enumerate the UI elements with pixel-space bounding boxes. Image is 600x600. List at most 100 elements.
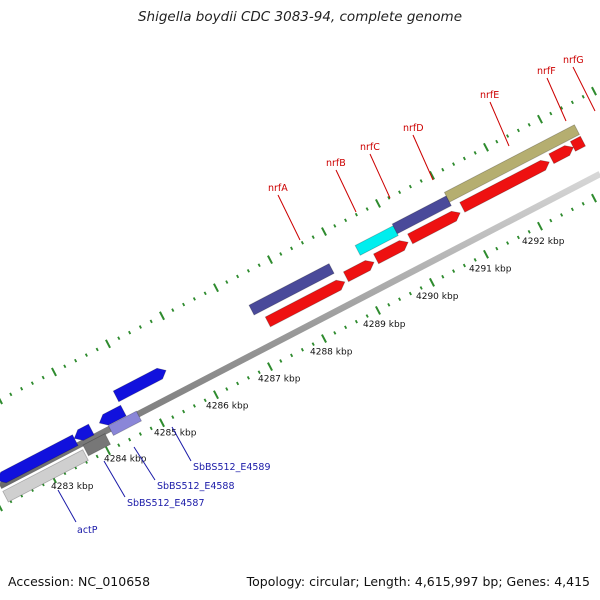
major-tick bbox=[483, 249, 489, 259]
nrfD-cds bbox=[407, 210, 461, 245]
blue-cds-small bbox=[73, 423, 95, 441]
minor-tick bbox=[344, 218, 348, 223]
major-tick bbox=[429, 170, 435, 180]
minor-tick bbox=[246, 268, 250, 273]
major-tick bbox=[591, 86, 597, 96]
features-layer bbox=[0, 124, 600, 503]
major-tick bbox=[321, 227, 327, 236]
minor-tick bbox=[279, 252, 283, 256]
minor-tick bbox=[63, 364, 67, 369]
minor-tick bbox=[290, 246, 294, 251]
major-tick bbox=[375, 305, 381, 315]
major-tick bbox=[0, 397, 3, 405]
minor-tick bbox=[506, 134, 510, 138]
leader-line bbox=[489, 101, 510, 147]
minor-tick bbox=[171, 415, 175, 419]
minor-tick bbox=[506, 241, 510, 245]
navy-cds-2 bbox=[391, 195, 452, 235]
major-tick bbox=[267, 255, 273, 265]
minor-tick bbox=[311, 342, 315, 346]
minor-tick bbox=[408, 291, 412, 296]
minor-tick bbox=[138, 325, 142, 329]
major-tick bbox=[483, 142, 489, 152]
minor-tick bbox=[192, 297, 196, 301]
minor-tick bbox=[473, 151, 477, 155]
minor-tick bbox=[354, 319, 358, 324]
cyan-cds bbox=[354, 225, 399, 256]
scale-label: 4289 kbp bbox=[363, 320, 406, 330]
major-tick bbox=[0, 504, 3, 512]
olive-cds bbox=[443, 124, 581, 203]
minor-tick bbox=[581, 201, 585, 206]
minor-tick bbox=[365, 207, 369, 211]
minor-tick bbox=[452, 269, 456, 273]
minor-tick bbox=[419, 286, 423, 290]
major-tick bbox=[537, 221, 543, 231]
minor-tick bbox=[149, 319, 153, 324]
minor-tick bbox=[182, 409, 186, 414]
major-tick bbox=[159, 311, 165, 321]
leader-line bbox=[369, 153, 391, 199]
scale-label: 4287 kbp bbox=[258, 374, 301, 384]
leader-line bbox=[277, 194, 301, 241]
scale-label: 4288 kbp bbox=[310, 347, 353, 357]
nrfB-cds bbox=[342, 260, 375, 283]
gene-label-SbBS512_E4589: SbBS512_E4589 bbox=[193, 462, 271, 473]
actP-cds bbox=[0, 434, 79, 484]
minor-tick bbox=[246, 375, 250, 380]
backbone-line bbox=[0, 171, 600, 489]
minor-tick bbox=[516, 128, 520, 133]
minor-tick bbox=[333, 331, 337, 335]
major-tick bbox=[429, 277, 435, 287]
minor-tick bbox=[41, 375, 45, 380]
gene-label-nrfF: nrfF bbox=[537, 66, 556, 77]
minor-tick bbox=[527, 229, 531, 234]
minor-tick bbox=[84, 353, 88, 357]
map-title: Shigella boydii CDC 3083-94, complete ge… bbox=[137, 9, 463, 25]
gene-label-nrfD: nrfD bbox=[403, 123, 424, 134]
minor-tick bbox=[128, 437, 132, 442]
minor-tick bbox=[30, 381, 34, 385]
leader-line bbox=[103, 460, 126, 498]
accession-text: Accession: NC_010658 bbox=[8, 574, 151, 589]
scale-label: 4291 kbp bbox=[469, 265, 512, 275]
minor-tick bbox=[549, 218, 553, 223]
minor-tick bbox=[257, 370, 261, 375]
leader-line bbox=[133, 446, 156, 481]
major-tick bbox=[213, 390, 219, 400]
nrfG-cds bbox=[569, 135, 587, 152]
minor-tick bbox=[203, 398, 207, 403]
leader-line bbox=[546, 77, 567, 122]
gene-label-actP: actP bbox=[77, 525, 98, 536]
nrfF-cds bbox=[548, 145, 574, 165]
minor-tick bbox=[290, 353, 294, 358]
minor-tick bbox=[570, 100, 574, 105]
major-tick bbox=[537, 114, 543, 124]
nrfA-cds bbox=[264, 279, 346, 328]
gene-label-nrfC: nrfC bbox=[360, 142, 380, 153]
minor-tick bbox=[581, 94, 585, 99]
scale-label: 4284 kbp bbox=[104, 454, 147, 464]
minor-tick bbox=[182, 302, 186, 307]
minor-tick bbox=[495, 246, 499, 251]
leader-line bbox=[171, 426, 192, 462]
minor-tick bbox=[225, 280, 229, 284]
lilac-cds bbox=[107, 410, 142, 436]
minor-tick bbox=[203, 291, 207, 296]
outer-tick-row bbox=[0, 86, 597, 405]
scale-label: 4290 kbp bbox=[416, 292, 459, 302]
minor-tick bbox=[333, 224, 337, 228]
minor-tick bbox=[9, 392, 13, 397]
major-tick bbox=[267, 362, 273, 372]
minor-tick bbox=[95, 347, 99, 352]
gene-label-SbBS512_E4588: SbBS512_E4588 bbox=[157, 481, 235, 492]
major-tick bbox=[105, 446, 111, 456]
major-tick bbox=[591, 193, 597, 203]
minor-tick bbox=[300, 347, 304, 352]
minor-tick bbox=[495, 139, 499, 144]
minor-tick bbox=[138, 432, 142, 436]
nrfE-cds bbox=[459, 159, 550, 213]
gene-label-nrfE: nrfE bbox=[480, 90, 499, 101]
